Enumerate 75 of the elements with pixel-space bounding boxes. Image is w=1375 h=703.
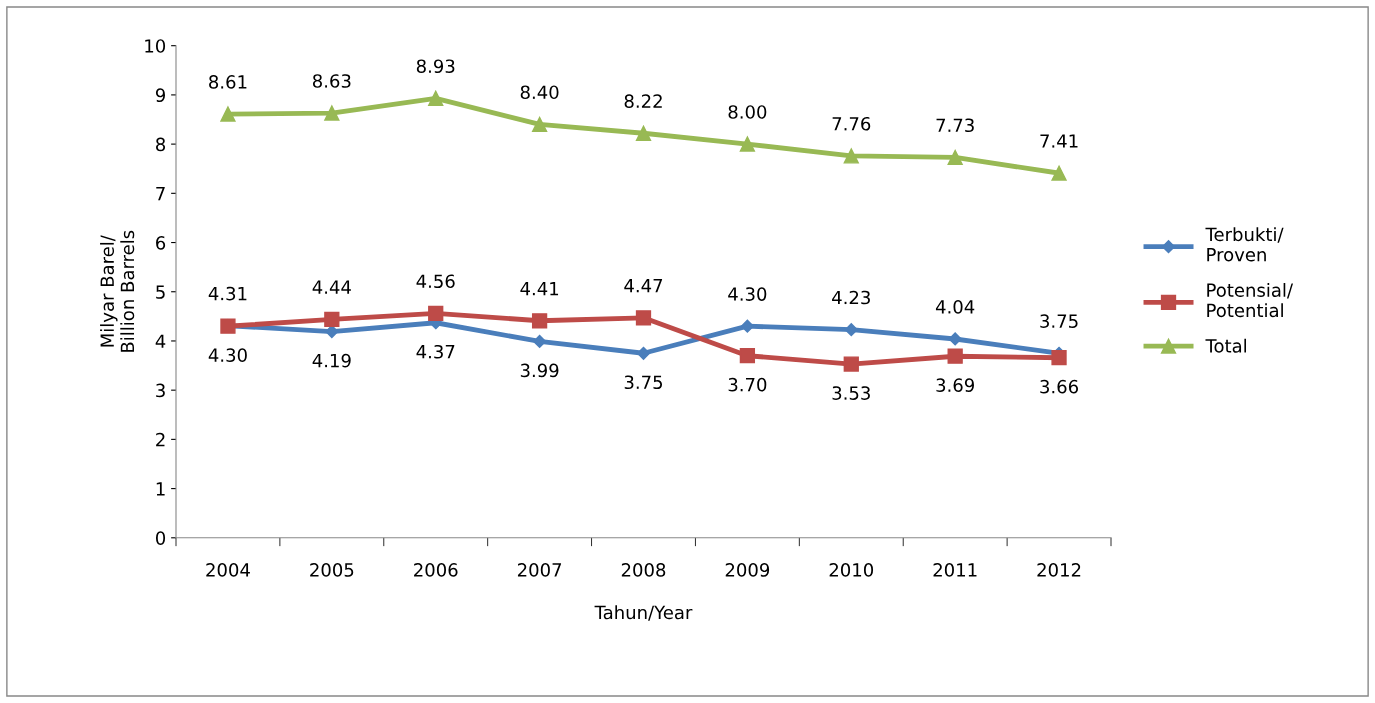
data-label: 4.37 xyxy=(416,344,455,359)
x-tick-label: 2012 xyxy=(1037,563,1081,577)
data-label: 4.30 xyxy=(728,287,767,301)
data-label: 4.30 xyxy=(208,348,247,362)
legend-label: Total xyxy=(1205,338,1247,353)
data-label: 4.56 xyxy=(416,274,455,289)
data-label: 8.61 xyxy=(209,75,247,89)
data-label: 7.41 xyxy=(1040,134,1078,148)
y-tick-label: 9 xyxy=(155,88,166,103)
data-label: 4.19 xyxy=(312,353,351,368)
point xyxy=(635,125,652,141)
legend-label: Potensial/ Potential xyxy=(1207,283,1294,318)
data-label: 8.40 xyxy=(520,85,559,100)
point xyxy=(947,149,963,166)
point xyxy=(324,311,340,327)
data-label: 3.66 xyxy=(1040,379,1079,394)
point xyxy=(428,90,444,106)
data-label: 8.93 xyxy=(416,59,455,74)
legend-label: Terbukti/ Proven xyxy=(1205,227,1284,262)
data-label: 8.63 xyxy=(312,74,351,88)
point xyxy=(843,148,859,164)
point xyxy=(1051,165,1067,181)
point xyxy=(948,332,962,346)
data-label: 7.73 xyxy=(936,118,974,133)
point xyxy=(428,305,444,322)
point xyxy=(843,356,859,372)
point xyxy=(325,325,339,339)
y-tick-label: 0 xyxy=(155,531,166,545)
point xyxy=(531,116,548,133)
x-tick-label: 2011 xyxy=(933,563,977,577)
point xyxy=(635,310,652,326)
data-label: 4.31 xyxy=(208,286,247,301)
point xyxy=(947,348,963,364)
x-tick-label: 2008 xyxy=(621,563,666,577)
y-tick-label: 1 xyxy=(156,482,165,496)
data-label: 8.00 xyxy=(728,105,767,119)
point xyxy=(531,313,548,329)
y-tick-label: 6 xyxy=(156,235,166,250)
data-label: 4.23 xyxy=(832,290,870,305)
data-label: 3.70 xyxy=(728,377,767,392)
point xyxy=(740,319,754,333)
y-tick-label: 5 xyxy=(156,285,165,299)
point xyxy=(1051,350,1067,366)
x-tick-label: 2006 xyxy=(414,563,458,577)
data-label: 3.69 xyxy=(936,378,974,392)
point xyxy=(636,346,651,360)
point xyxy=(739,136,756,152)
x-tick-label: 2007 xyxy=(517,563,562,577)
y-tick-label: 4 xyxy=(155,334,166,348)
data-label: 7.76 xyxy=(832,116,871,131)
x-axis-title: Tahun/Year xyxy=(594,605,693,621)
data-label: 3.75 xyxy=(624,375,663,390)
data-label: 4.47 xyxy=(624,279,663,293)
data-label: 3.99 xyxy=(520,363,559,378)
point xyxy=(533,334,547,349)
point xyxy=(739,348,756,364)
x-tick-label: 2009 xyxy=(725,563,770,577)
y-tick-label: 2 xyxy=(156,432,165,447)
y-tick-label: 10 xyxy=(145,39,166,53)
data-label: 8.22 xyxy=(624,94,662,108)
point xyxy=(220,106,236,122)
y-tick-label: 8 xyxy=(156,137,166,152)
data-label: 3.53 xyxy=(832,386,870,400)
data-label: 4.44 xyxy=(312,280,351,294)
data-label: 3.75 xyxy=(1040,314,1078,328)
point xyxy=(844,323,858,337)
data-label: 4.04 xyxy=(935,300,975,314)
y-tick-label: 7 xyxy=(156,187,165,201)
data-label: 4.41 xyxy=(520,282,559,296)
x-tick-label: 2005 xyxy=(310,563,354,577)
x-tick-label: 2004 xyxy=(206,563,250,577)
y-tick-label: 3 xyxy=(156,383,165,398)
x-tick-label: 2010 xyxy=(829,563,874,577)
y-axis-title: Milyar Barel/ Billion Barrels xyxy=(100,230,135,352)
point xyxy=(324,105,340,121)
